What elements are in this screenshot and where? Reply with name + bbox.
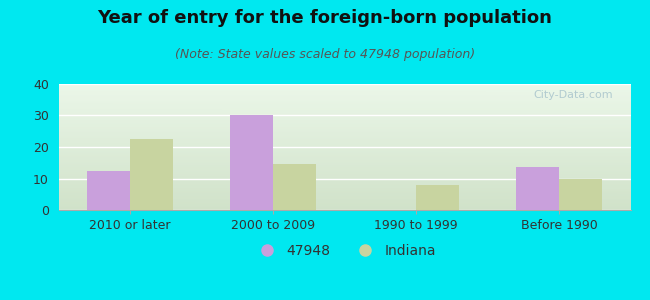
Bar [516,167,559,210]
Bar [559,178,602,210]
Bar [416,185,459,210]
Bar [273,164,316,210]
Text: (Note: State values scaled to 47948 population): (Note: State values scaled to 47948 popu… [175,48,475,61]
Bar [87,171,130,210]
Bar [230,116,273,210]
Text: City-Data.com: City-Data.com [534,90,614,100]
Legend: 47948, Indiana: 47948, Indiana [248,238,441,263]
Text: Year of entry for the foreign-born population: Year of entry for the foreign-born popul… [98,9,552,27]
Bar [130,139,173,210]
